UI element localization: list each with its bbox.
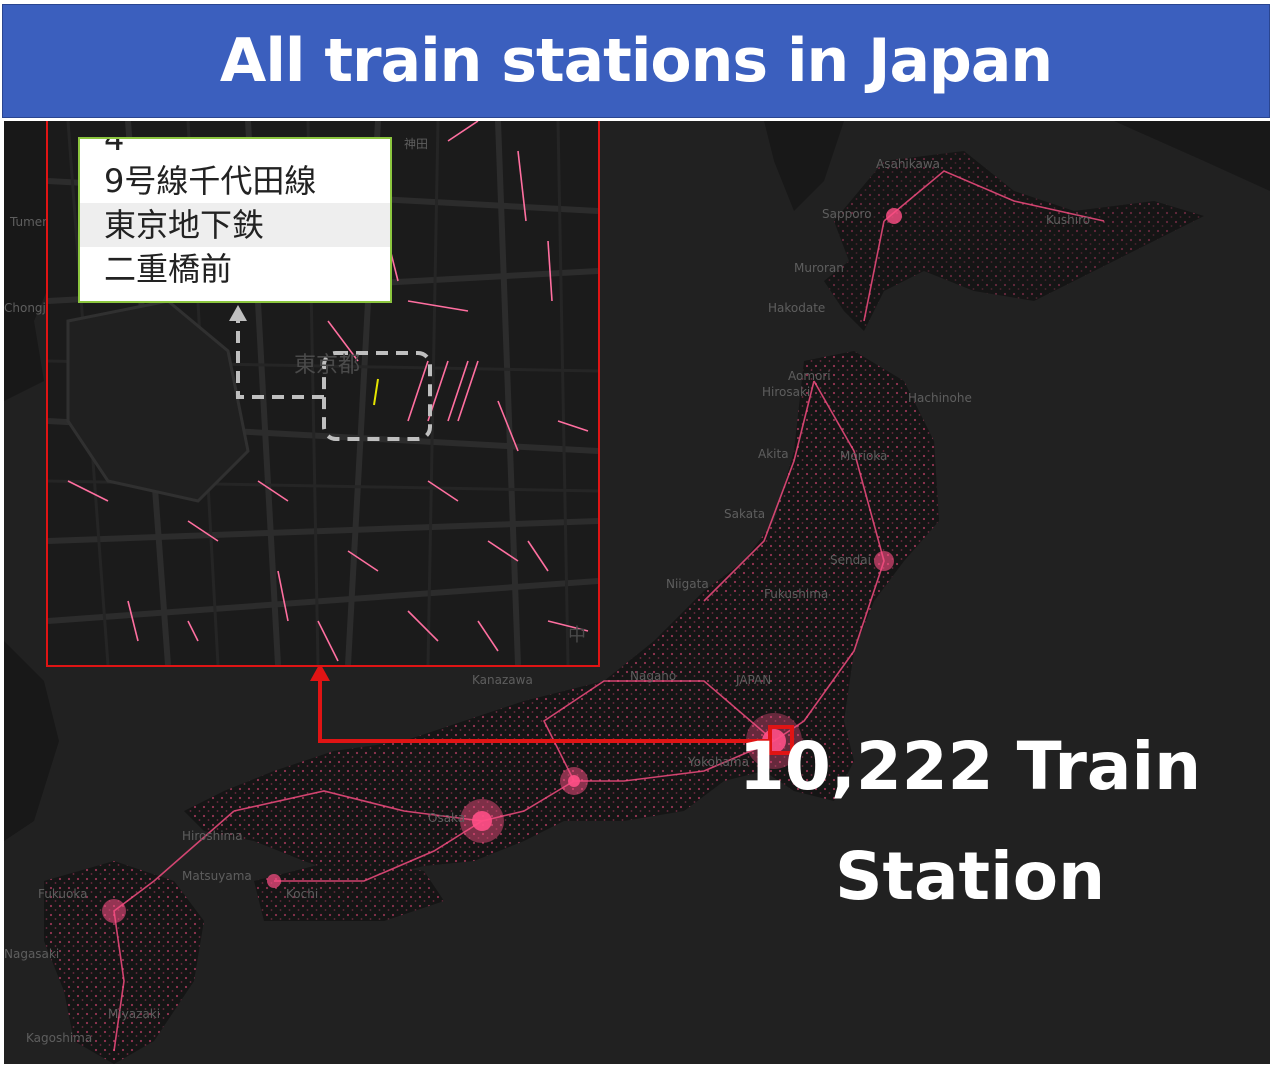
- place-label: Hiroshima: [182, 829, 243, 843]
- station-count-label: 10,222 Train Station: [700, 712, 1240, 932]
- place-label: Yokohama: [688, 755, 749, 769]
- zoom-connector: [310, 663, 794, 755]
- popup-row-station: 二重橋前: [104, 250, 233, 288]
- inset-place-label: 中: [568, 625, 586, 646]
- place-label: Muroran: [794, 261, 844, 275]
- place-label: JAPAN: [736, 673, 772, 687]
- mainland-landmass: [4, 121, 154, 401]
- place-label: Osaka: [428, 811, 466, 825]
- place-label: Morioka: [840, 449, 888, 463]
- highlight-leader: [236, 315, 324, 399]
- place-label: Asahikawa: [876, 157, 941, 171]
- place-label: Kochi: [286, 887, 319, 901]
- sakhalin-landmass: [764, 121, 844, 211]
- place-label: Kagoshima: [26, 1031, 93, 1045]
- place-label: Fukushima: [764, 587, 829, 601]
- place-label: Miyazaki: [108, 1007, 161, 1021]
- zoom-inset[interactable]: 神田 東京都 中 4 9号線千代田線 東京地下鉄 二重橋前: [46, 121, 600, 667]
- place-label: Sapporo: [822, 207, 872, 221]
- connector-arrowhead: [310, 663, 330, 681]
- place-label: Chongjin: [4, 301, 57, 315]
- place-label: Hakodate: [768, 301, 826, 315]
- place-label: Akita: [758, 447, 789, 461]
- place-label: Aomori: [788, 369, 831, 383]
- place-label: Kanazawa: [472, 673, 533, 687]
- map-canvas: [4, 121, 1270, 1064]
- inset-place-label: 神田: [404, 137, 429, 151]
- map-view[interactable]: Asahikawa Sapporo Kushiro Muroran Hakoda…: [4, 121, 1270, 1064]
- place-label: Hirosaki: [762, 385, 811, 399]
- kuril-landmass: [1114, 121, 1270, 191]
- title-bar: All train stations in Japan: [2, 4, 1270, 118]
- popup-row-id: 4: [104, 137, 125, 158]
- highlight-arrowhead: [229, 305, 247, 321]
- place-label: Matsuyama: [182, 869, 252, 883]
- highlight-box: [322, 351, 432, 441]
- station-count-line2: Station: [834, 838, 1106, 915]
- selected-station: [373, 378, 379, 406]
- place-label: Tumen: [10, 215, 50, 229]
- station-count-line1: 10,222 Train: [738, 728, 1202, 805]
- place-label: Niigata: [666, 577, 709, 591]
- place-label: Nagano: [630, 669, 677, 683]
- connector-line: [318, 677, 770, 743]
- place-label: Kushiro: [1046, 213, 1091, 227]
- popup-row-line: 9号線千代田線: [104, 162, 317, 200]
- page-title: All train stations in Japan: [219, 26, 1053, 96]
- place-label: Fukuoka: [38, 887, 88, 901]
- station-popup: 4 9号線千代田線 東京地下鉄 二重橋前: [78, 137, 392, 303]
- palace-grounds: [66, 299, 250, 503]
- popup-row-operator: 東京地下鉄: [80, 203, 390, 247]
- inset-place-label: 東京都: [294, 353, 361, 378]
- korea-landmass: [4, 641, 59, 841]
- place-label: Sendai: [830, 553, 871, 567]
- place-label: Nagasaki: [4, 947, 60, 961]
- place-label: Hachinohe: [908, 391, 972, 405]
- place-label: Sakata: [724, 507, 766, 521]
